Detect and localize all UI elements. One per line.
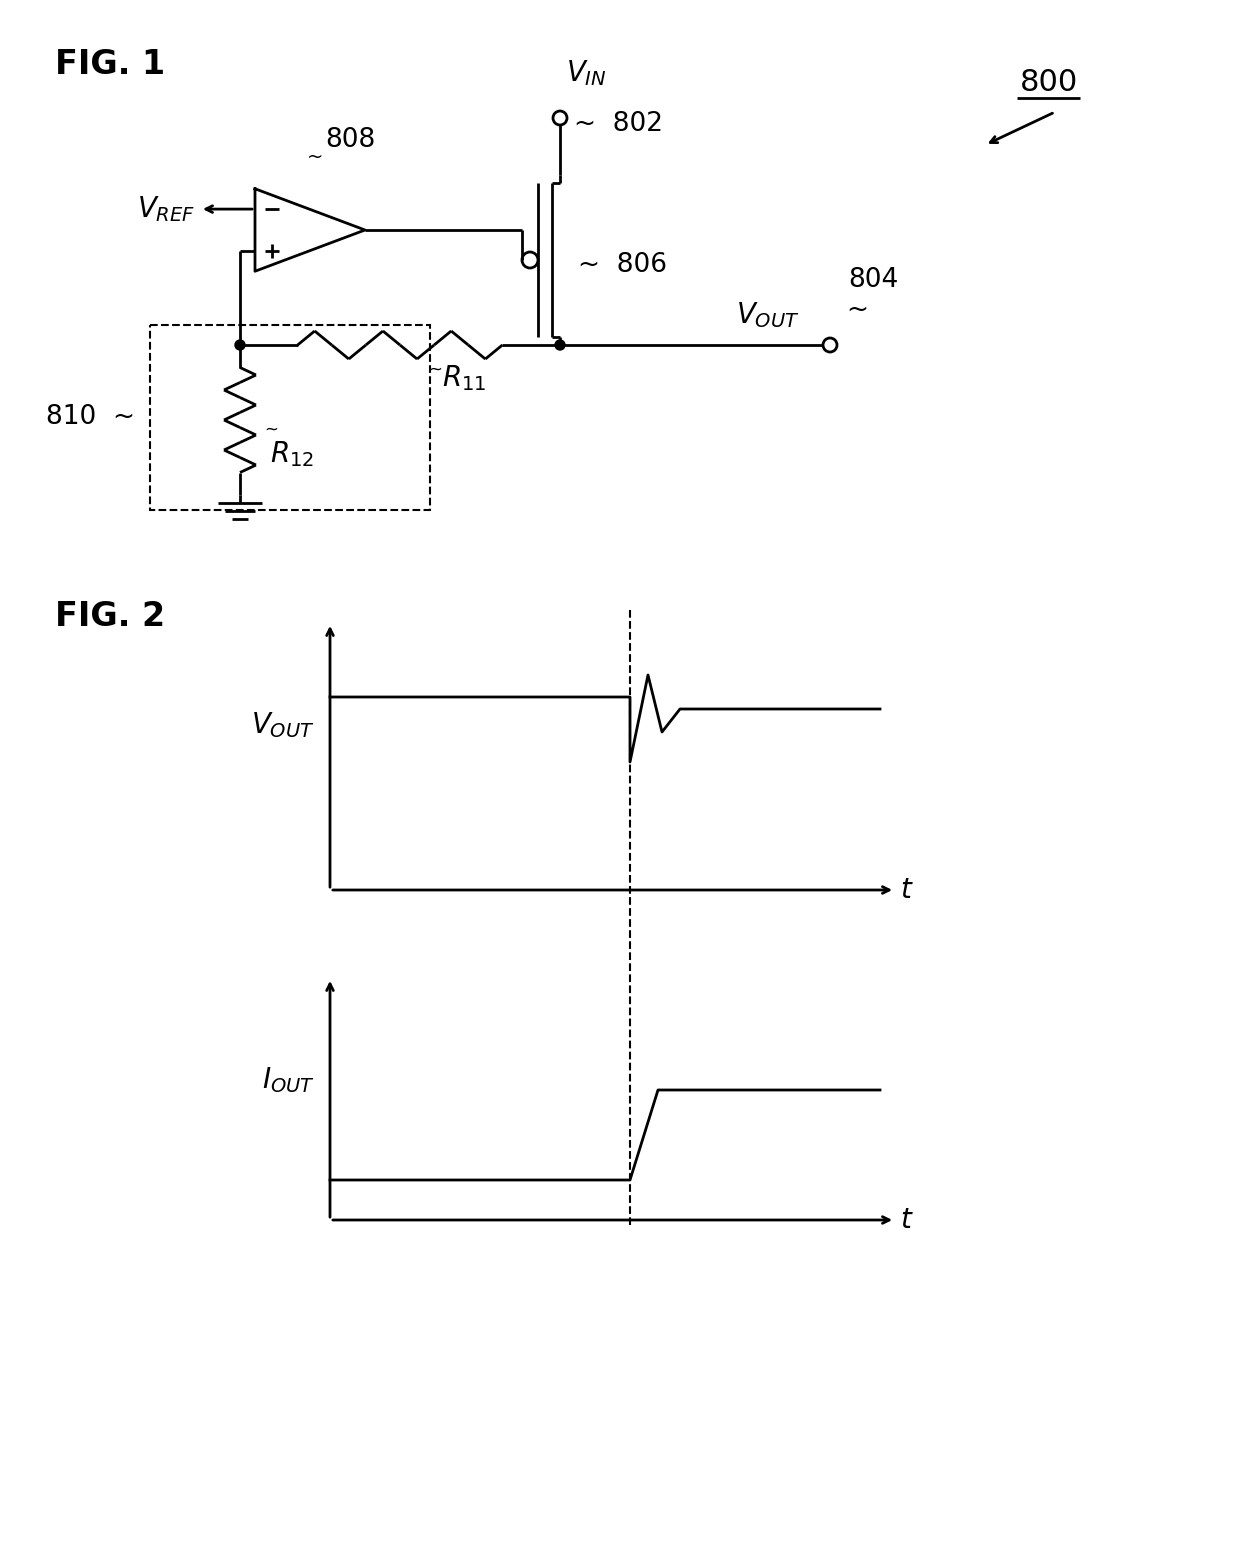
Text: 804: 804 [848, 267, 898, 293]
Text: 810  ~: 810 ~ [46, 405, 135, 431]
Text: t: t [900, 1206, 911, 1234]
Text: ~  802: ~ 802 [574, 111, 663, 137]
Text: ~  806: ~ 806 [578, 252, 667, 278]
Text: $V_{IN}$: $V_{IN}$ [565, 59, 606, 88]
Text: $V_{OUT}$: $V_{OUT}$ [737, 300, 800, 330]
Bar [150, 324, 430, 510]
Circle shape [236, 340, 246, 350]
Text: $I_{OUT}$: $I_{OUT}$ [262, 1065, 315, 1095]
Text: $R_{12}$: $R_{12}$ [270, 438, 314, 469]
Text: t: t [900, 875, 911, 903]
Text: ~: ~ [264, 422, 278, 438]
Text: $R_{11}$: $R_{11}$ [441, 363, 486, 392]
Text: $V_{REF}$: $V_{REF}$ [136, 195, 195, 224]
Text: 800: 800 [1021, 68, 1079, 97]
Text: ~: ~ [846, 296, 868, 323]
Text: FIG. 2: FIG. 2 [55, 601, 165, 633]
Text: $V_{OUT}$: $V_{OUT}$ [252, 710, 315, 740]
Text: FIG. 1: FIG. 1 [55, 48, 165, 80]
Text: ~: ~ [306, 148, 324, 167]
Text: ~: ~ [428, 361, 441, 378]
Circle shape [556, 340, 565, 350]
Text: 808: 808 [325, 127, 376, 153]
